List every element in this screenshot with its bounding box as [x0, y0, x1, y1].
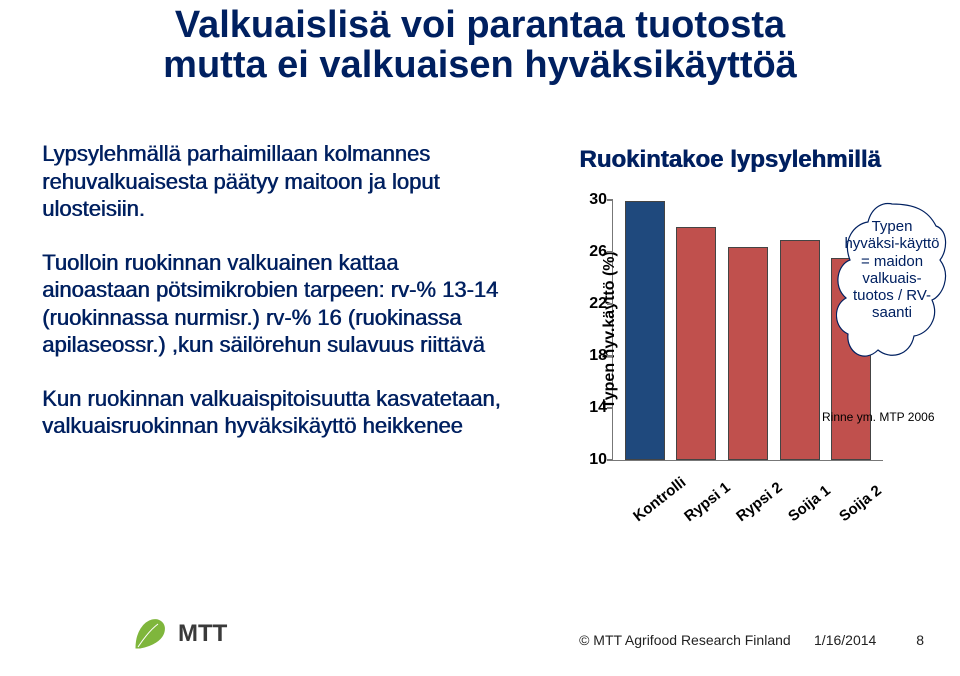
logo-text: MTT — [178, 620, 227, 648]
y-tick-mark — [607, 199, 613, 201]
paragraph-3: Kun ruokinnan valkuaispitoisuutta kasvat… — [42, 385, 512, 440]
title-line-1: Valkuaislisä voi parantaa tuotosta — [0, 6, 960, 46]
annotation-cloud: Typen hyväksi-käyttö = maidon valkuais-t… — [836, 200, 948, 370]
paragraph-1: Lypsylehmällä parhaimillaan kolmannes re… — [42, 140, 512, 223]
title-line-2: mutta ei valkuaisen hyväksikäyttöä — [0, 46, 960, 86]
citation: Rinne ym. MTP 2006 — [822, 410, 935, 424]
x-tick-label: Kontrolli — [630, 488, 670, 525]
x-tick-label: Rypsi 2 — [733, 488, 773, 525]
footer-right: © MTT Agrifood Research Finland 1/16/201… — [579, 632, 924, 648]
page-number: 8 — [916, 632, 924, 648]
y-tick-label: 18 — [577, 347, 607, 365]
cloud-text: Typen hyväksi-käyttö = maidon valkuais-t… — [842, 218, 942, 322]
logo-icon — [130, 614, 170, 654]
bar — [676, 227, 716, 460]
y-tick-label: 30 — [577, 191, 607, 209]
chart-title: Ruokintakoe lypsylehmillä — [540, 146, 920, 174]
y-tick-label: 26 — [577, 243, 607, 261]
x-tick-label: Soija 2 — [836, 488, 876, 525]
paragraph-2: Tuolloin ruokinnan valkuainen kattaa ain… — [42, 249, 512, 359]
footer-date: 1/16/2014 — [814, 632, 876, 648]
y-tick-mark — [607, 303, 613, 305]
x-labels-container: KontrolliRypsi 1Rypsi 2Soija 1Soija 2 — [612, 460, 882, 507]
bar — [780, 240, 820, 460]
footer-org: © MTT Agrifood Research Finland — [579, 632, 791, 648]
logo: MTT — [130, 614, 227, 654]
text-column: Lypsylehmällä parhaimillaan kolmannes re… — [42, 140, 512, 466]
y-tick-label: 10 — [577, 451, 607, 469]
x-tick-label: Soija 1 — [785, 488, 825, 525]
y-tick-label: 14 — [577, 399, 607, 417]
y-tick-label: 22 — [577, 295, 607, 313]
y-tick-mark — [607, 251, 613, 253]
y-tick-mark — [607, 407, 613, 409]
x-tick-label: Rypsi 1 — [682, 488, 722, 525]
footer: MTT © MTT Agrifood Research Finland 1/16… — [0, 608, 960, 654]
slide-title: Valkuaislisä voi parantaa tuotosta mutta… — [0, 6, 960, 86]
bar — [728, 247, 768, 460]
y-tick-mark — [607, 355, 613, 357]
bar — [625, 201, 665, 460]
